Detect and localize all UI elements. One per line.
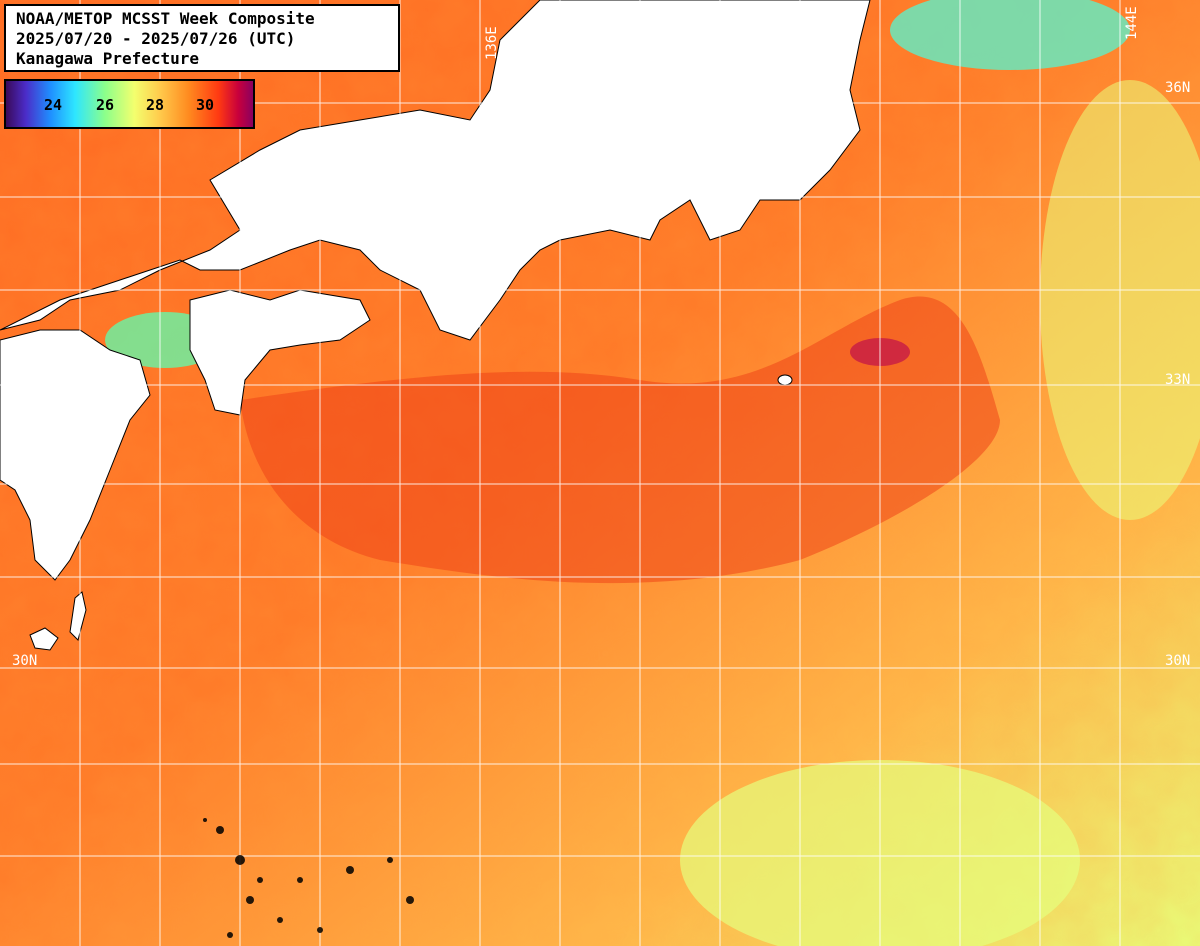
cloud-mask bbox=[203, 818, 414, 938]
warm-current-band bbox=[240, 296, 1000, 584]
lon-label-144e: 144E bbox=[1124, 6, 1140, 40]
land-izu-island bbox=[777, 374, 793, 386]
cool-zone-northeast bbox=[890, 0, 1130, 70]
land-kyushu bbox=[0, 329, 151, 581]
color-legend: 24 26 28 30 bbox=[4, 79, 255, 129]
land-island-south bbox=[29, 627, 59, 651]
lat-label-30n-right: 30N bbox=[1165, 653, 1191, 669]
lat-label-33n-right: 33N bbox=[1165, 372, 1191, 388]
title-date-range: 2025/07/20 - 2025/07/26 (UTC) bbox=[16, 29, 296, 48]
lat-label-30n-left: 30N bbox=[12, 653, 38, 669]
title-product: NOAA/METOP MCSST Week Composite bbox=[16, 9, 315, 28]
land-honshu bbox=[0, 0, 871, 341]
title-box: NOAA/METOP MCSST Week Composite 2025/07/… bbox=[4, 4, 400, 72]
lat-label-36n: 36N bbox=[1165, 80, 1191, 96]
lat-label-33-left: 33 bbox=[10, 372, 27, 388]
legend-tick-26: 26 bbox=[96, 96, 115, 114]
legend-tick-30: 30 bbox=[196, 96, 215, 114]
legend-tick-24: 24 bbox=[44, 96, 63, 114]
land-island-south-2 bbox=[69, 591, 87, 641]
title-region: Kanagawa Prefecture bbox=[16, 49, 200, 68]
legend-tick-28: 28 bbox=[146, 96, 165, 114]
lon-label-136e: 136E bbox=[484, 26, 500, 60]
